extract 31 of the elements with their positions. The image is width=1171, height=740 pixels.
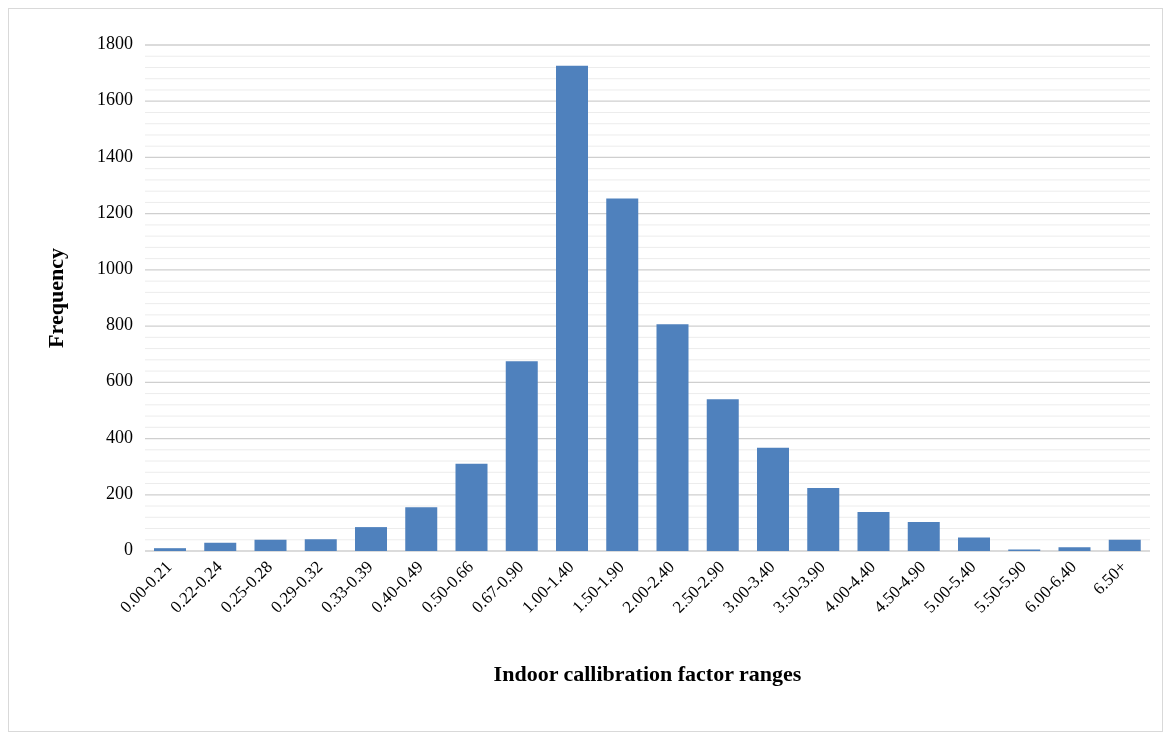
bar bbox=[505, 361, 538, 551]
y-tick-label: 1600 bbox=[97, 89, 133, 110]
bar bbox=[1108, 539, 1141, 551]
bar bbox=[204, 542, 237, 551]
bar bbox=[958, 537, 990, 551]
bar bbox=[907, 522, 940, 551]
bar bbox=[556, 65, 588, 551]
y-tick-label: 1200 bbox=[97, 201, 133, 222]
bar bbox=[355, 527, 387, 551]
bar bbox=[405, 507, 438, 551]
bar bbox=[757, 447, 789, 551]
bar bbox=[1058, 547, 1091, 551]
y-tick-label: 1400 bbox=[97, 145, 133, 166]
bar bbox=[706, 399, 739, 551]
bar bbox=[304, 539, 337, 551]
bar bbox=[606, 198, 639, 551]
y-tick-label: 600 bbox=[106, 370, 133, 391]
bar bbox=[154, 548, 186, 551]
bar bbox=[807, 488, 840, 551]
y-tick-label: 200 bbox=[106, 482, 133, 503]
bar bbox=[455, 463, 488, 551]
y-tick-label: 800 bbox=[106, 314, 133, 335]
y-axis-title: Frequency bbox=[42, 248, 68, 348]
y-tick-label: 0 bbox=[124, 539, 133, 560]
bar bbox=[254, 539, 287, 551]
y-tick-label: 1000 bbox=[97, 258, 133, 279]
y-tick-label: 1800 bbox=[97, 33, 133, 54]
bar bbox=[656, 324, 689, 551]
bar bbox=[857, 511, 890, 551]
y-tick-label: 400 bbox=[106, 426, 133, 447]
x-axis-title: Indoor callibration factor ranges bbox=[493, 661, 802, 686]
